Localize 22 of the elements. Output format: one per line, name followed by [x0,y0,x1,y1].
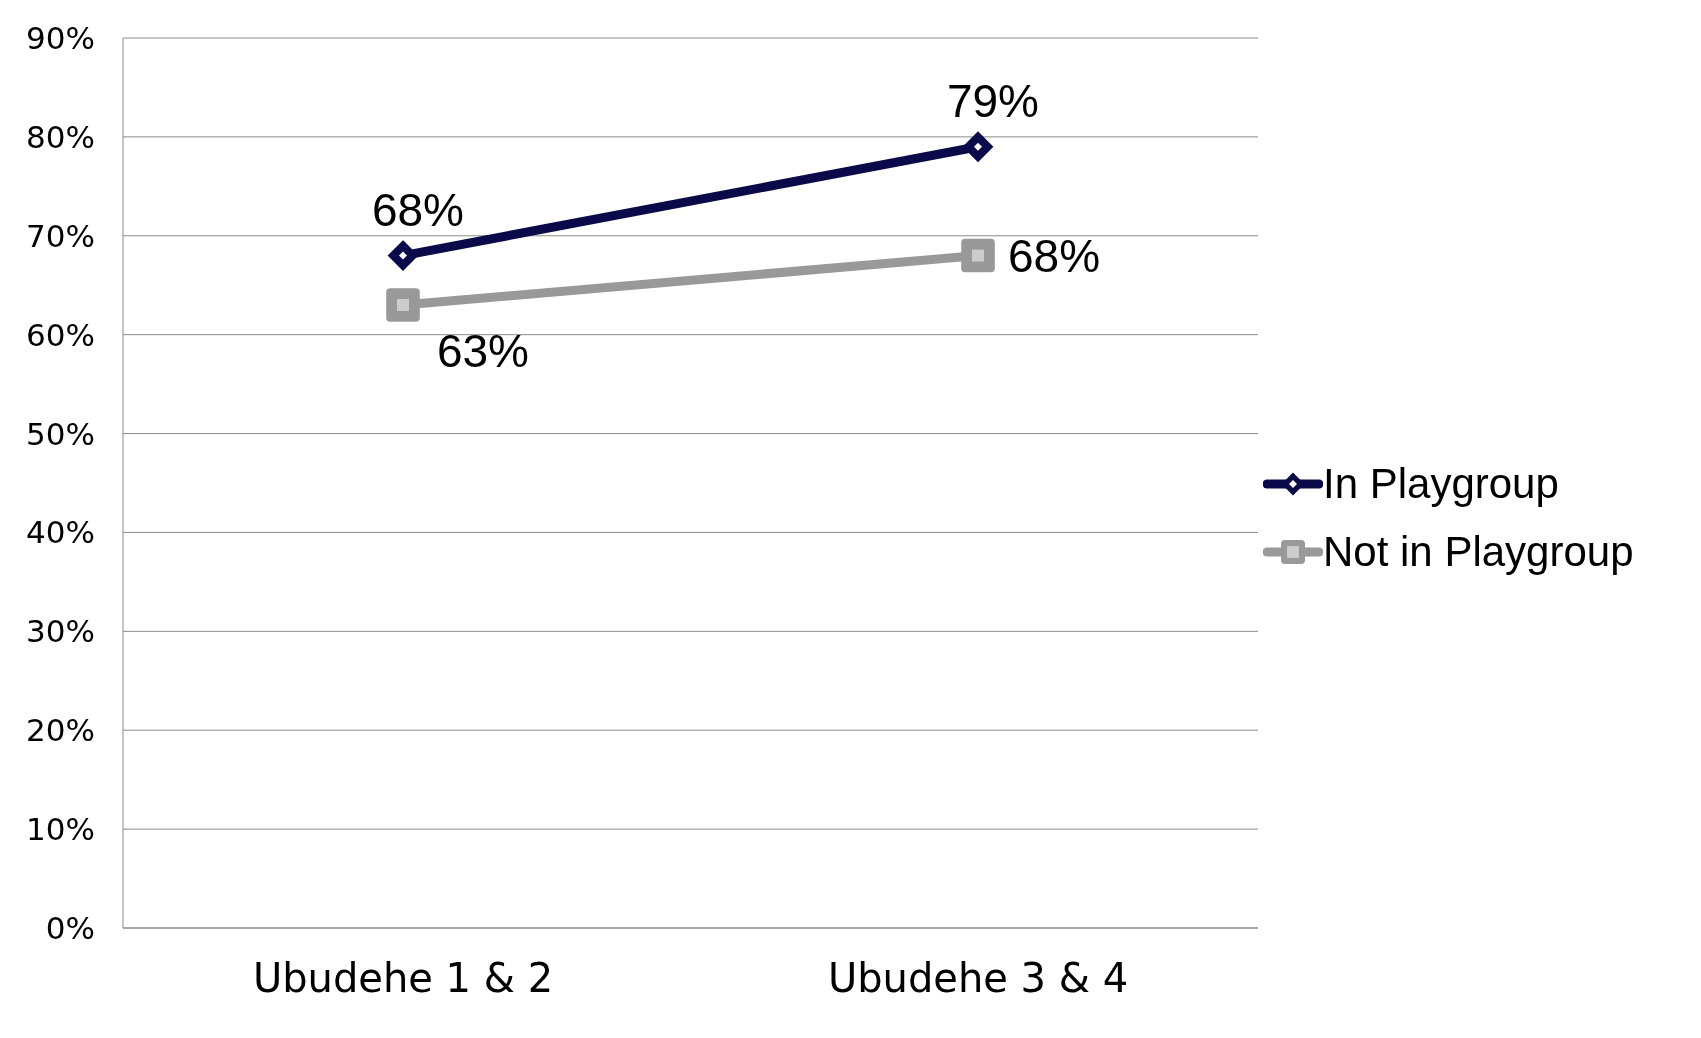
point [963,131,993,162]
data-label: 63% [436,325,530,377]
y-tick-label: 30% [26,613,95,650]
x-tick-label: Ubudehe 1 & 2 [252,955,554,1002]
x-tick-label: Ubudehe 3 & 4 [827,955,1129,1002]
y-tick-label: 20% [26,712,95,749]
point [961,238,995,273]
y-tick-label: 10% [26,811,95,848]
y-tick-label: 90% [26,20,95,57]
y-tick-label: 40% [26,514,95,551]
legend-label: Not in Playgroup [1323,528,1634,576]
y-tick-label: 60% [26,316,95,353]
legend-label: In Playgroup [1323,460,1559,508]
point [388,240,418,271]
y-tick-label: 50% [26,415,95,452]
y-tick-label: 0% [45,910,95,947]
data-label: 68% [1008,229,1101,282]
data-label: 79% [946,74,1040,127]
y-tick-label: 70% [26,217,95,254]
point [386,288,420,322]
data-label: 68% [371,183,465,236]
y-tick-label: 80% [26,118,95,155]
